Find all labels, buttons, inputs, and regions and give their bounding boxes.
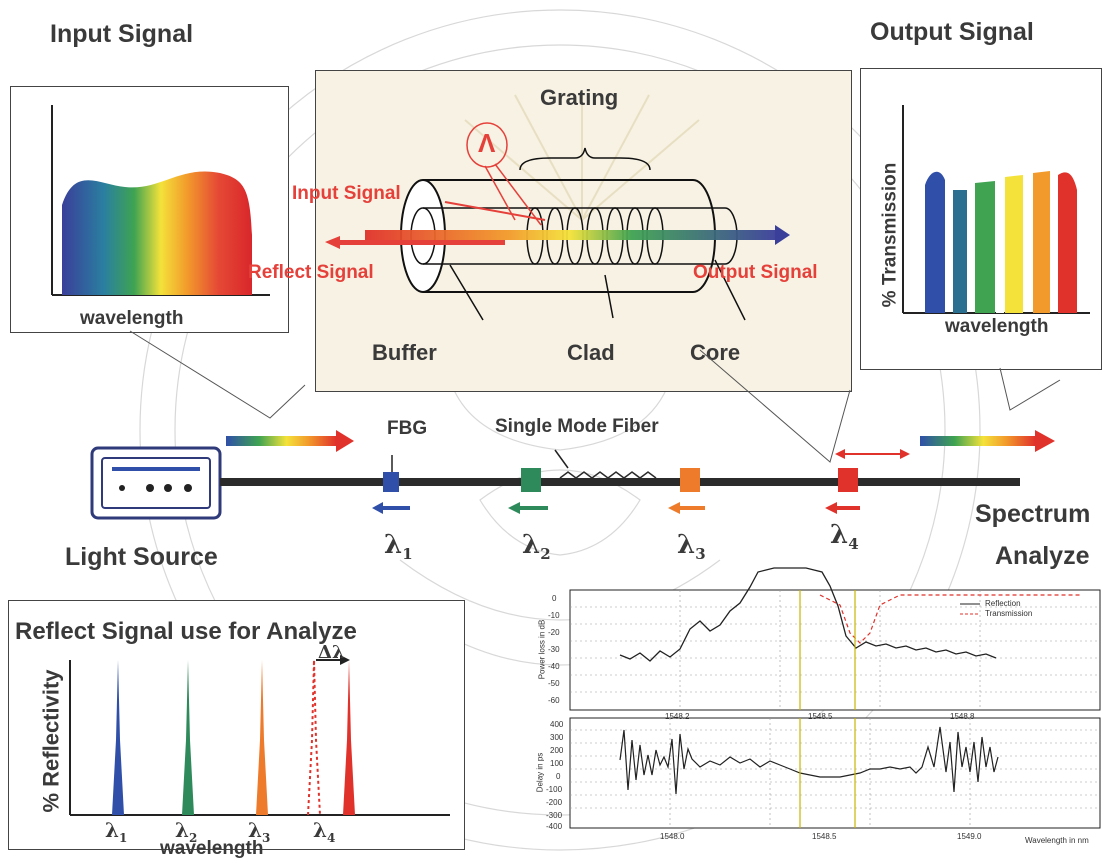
reflectivity-plot	[69, 655, 450, 816]
top-plot-ylabel: Power loss in dB	[537, 619, 547, 680]
top-ytick-0: 0	[552, 594, 557, 603]
bottom-xtick-0: 1548.0	[660, 832, 685, 841]
light-source-label: Light Source	[65, 543, 218, 571]
bottom-ytick-7: -300	[546, 811, 563, 820]
delta-lambda-label: Δλ	[318, 642, 345, 663]
input-wavelength-label: wavelength	[80, 308, 184, 329]
output-signal-title: Output Signal	[870, 18, 1034, 46]
bottom-plot-ylabel: Delay in ps	[535, 752, 545, 793]
grating-diagram	[325, 90, 790, 321]
bottom-ytick-5: -100	[546, 785, 563, 794]
core-label: Core	[690, 340, 741, 365]
buffer-label: Buffer	[372, 340, 437, 365]
top-ytick-3: -30	[548, 645, 560, 654]
top-ytick-1: -10	[548, 611, 560, 620]
top-ytick-5: -50	[548, 679, 560, 688]
reflect-use-title: Reflect Signal use for Analyze	[15, 618, 357, 645]
refl-lambda4: λ4	[313, 818, 336, 845]
reflect-signal-inner-label: Reflect Signal	[248, 262, 374, 283]
lambda2-marker: λ2	[522, 530, 551, 564]
grating-label: Grating	[540, 85, 619, 110]
lambda-period-symbol: Λ	[478, 128, 496, 158]
output-spectrum-plot	[902, 105, 1090, 314]
bottom-ytick-3: 100	[550, 759, 564, 768]
bottom-ytick-6: -200	[546, 798, 563, 807]
fbg-label: FBG	[387, 418, 428, 439]
bottom-xlabel: Wavelength in nm	[1025, 836, 1089, 845]
top-ytick-4: -40	[548, 662, 560, 671]
bottom-ytick-8: -400	[546, 822, 563, 831]
output-signal-inner-label: Output Signal	[693, 262, 818, 283]
top-xtick-0: 1548.2	[665, 712, 690, 721]
lambda3-marker: λ3	[677, 530, 706, 564]
bottom-xtick-2: 1549.0	[957, 832, 982, 841]
bottom-ytick-4: 0	[556, 772, 561, 781]
clad-label: Clad	[567, 340, 615, 365]
refl-lambda3: λ3	[248, 818, 271, 845]
output-wavelength-label: wavelength	[945, 316, 1049, 337]
spectrum-label-line1: Spectrum	[975, 500, 1091, 528]
spectrum-label-line2: Analyze	[995, 542, 1090, 570]
bottom-ytick-0: 400	[550, 720, 564, 729]
bottom-ytick-1: 300	[550, 733, 564, 742]
top-xtick-1: 1548.5	[808, 712, 833, 721]
reflect-wavelength-label: wavelength	[160, 838, 264, 859]
top-xtick-2: 1548.8	[950, 712, 975, 721]
reflect-signal-box	[8, 600, 465, 850]
input-signal-title: Input Signal	[50, 20, 194, 48]
single-mode-fiber-label: Single Mode Fiber	[495, 416, 659, 437]
bottom-ytick-2: 200	[550, 746, 564, 755]
refl-lambda1: λ1	[105, 818, 128, 845]
refl-lambda2: λ2	[175, 818, 198, 845]
top-ytick-6: -60	[548, 696, 560, 705]
lambda1-marker: λ1	[384, 530, 413, 564]
lambda4-marker: λ4	[830, 520, 859, 554]
input-signal-inner-label: Input Signal	[292, 183, 401, 204]
top-legend-transmission: Transmission	[985, 609, 1033, 618]
input-spectrum-plot	[51, 105, 270, 296]
top-legend-reflection: Reflection	[985, 599, 1021, 608]
bottom-xtick-1: 1548.5	[812, 832, 837, 841]
top-ytick-2: -20	[548, 628, 560, 637]
